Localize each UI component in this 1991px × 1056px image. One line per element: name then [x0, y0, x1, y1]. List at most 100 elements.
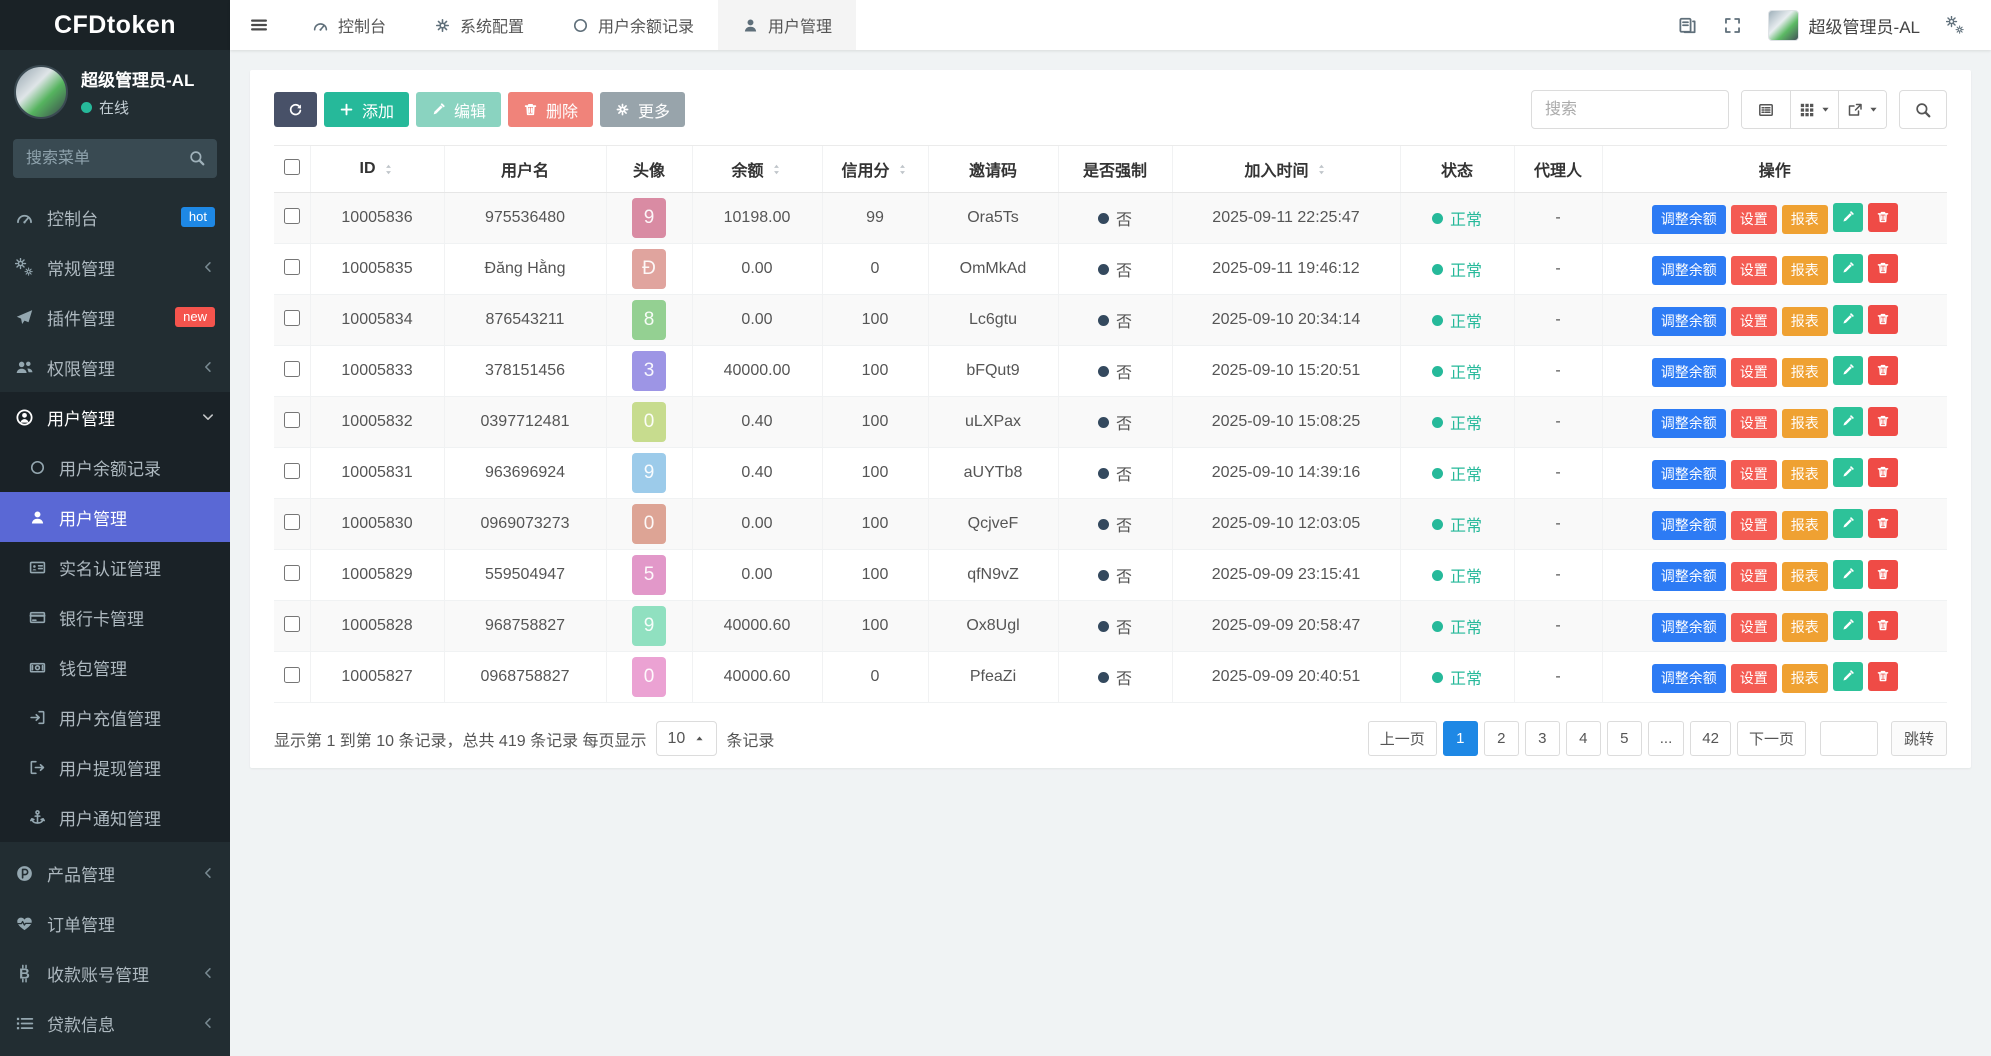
page-button-4[interactable]: 4 — [1566, 721, 1601, 756]
row-checkbox[interactable] — [284, 667, 300, 683]
page-ellipsis[interactable]: ... — [1648, 721, 1685, 756]
refresh-button[interactable] — [274, 92, 317, 127]
settings-button[interactable]: 设置 — [1731, 256, 1777, 285]
sidebar-item-user-withdraw-management[interactable]: 用户提现管理 — [0, 742, 230, 792]
sidebar-item-loan-info[interactable]: 贷款信息 — [0, 998, 230, 1048]
settings-button[interactable]: 设置 — [1731, 409, 1777, 438]
row-checkbox[interactable] — [284, 514, 300, 530]
adjust-balance-button[interactable]: 调整余额 — [1652, 205, 1726, 234]
report-button[interactable]: 报表 — [1782, 256, 1828, 285]
report-button[interactable]: 报表 — [1782, 511, 1828, 540]
fullscreen-icon[interactable] — [1723, 16, 1742, 35]
row-edit-button[interactable] — [1833, 305, 1863, 334]
sidebar-item-plugin-management[interactable]: 插件管理new — [0, 292, 230, 342]
page-button-42[interactable]: 42 — [1690, 721, 1731, 756]
column-header[interactable]: 加入时间 — [1172, 146, 1400, 193]
sidebar-item-collection-account-management[interactable]: 收款账号管理 — [0, 948, 230, 998]
sidebar-item-dashboard[interactable]: 控制台hot — [0, 192, 230, 242]
settings-gears-icon[interactable] — [1946, 16, 1965, 35]
settings-button[interactable]: 设置 — [1731, 562, 1777, 591]
select-all-checkbox[interactable] — [284, 159, 300, 175]
row-checkbox[interactable] — [284, 463, 300, 479]
sidebar-item-user-balance-records[interactable]: 用户余额记录 — [0, 442, 230, 492]
row-delete-button[interactable] — [1868, 356, 1898, 385]
sidebar-item-user-management[interactable]: 用户管理 — [0, 492, 230, 542]
adjust-balance-button[interactable]: 调整余额 — [1652, 562, 1726, 591]
row-edit-button[interactable] — [1833, 611, 1863, 640]
report-button[interactable]: 报表 — [1782, 205, 1828, 234]
report-button[interactable]: 报表 — [1782, 562, 1828, 591]
search-submit-button[interactable] — [1899, 90, 1947, 129]
language-icon[interactable] — [1678, 16, 1697, 35]
row-checkbox[interactable] — [284, 565, 300, 581]
toggle-view-button[interactable] — [1742, 91, 1790, 128]
row-edit-button[interactable] — [1833, 662, 1863, 691]
sidebar-item-user-management-group[interactable]: 用户管理 — [0, 392, 230, 442]
report-button[interactable]: 报表 — [1782, 664, 1828, 693]
column-header[interactable]: 余额 — [692, 146, 822, 193]
settings-button[interactable]: 设置 — [1731, 358, 1777, 387]
report-button[interactable]: 报表 — [1782, 409, 1828, 438]
row-edit-button[interactable] — [1833, 458, 1863, 487]
sidebar-item-general-management[interactable]: 常规管理 — [0, 242, 230, 292]
column-header[interactable]: 信用分 — [822, 146, 928, 193]
page-button-2[interactable]: 2 — [1484, 721, 1519, 756]
edit-button[interactable]: 编辑 — [416, 92, 501, 127]
menu-search-input[interactable] — [13, 139, 217, 178]
settings-button[interactable]: 设置 — [1731, 613, 1777, 642]
row-checkbox[interactable] — [284, 310, 300, 326]
report-button[interactable]: 报表 — [1782, 460, 1828, 489]
row-edit-button[interactable] — [1833, 203, 1863, 232]
row-delete-button[interactable] — [1868, 560, 1898, 589]
row-delete-button[interactable] — [1868, 509, 1898, 538]
row-checkbox[interactable] — [284, 259, 300, 275]
adjust-balance-button[interactable]: 调整余额 — [1652, 511, 1726, 540]
sidebar-item-product-management[interactable]: 产品管理 — [0, 848, 230, 898]
adjust-balance-button[interactable]: 调整余额 — [1652, 307, 1726, 336]
adjust-balance-button[interactable]: 调整余额 — [1652, 664, 1726, 693]
adjust-balance-button[interactable]: 调整余额 — [1652, 358, 1726, 387]
jump-button[interactable]: 跳转 — [1891, 721, 1947, 756]
more-button[interactable]: 更多 — [600, 92, 685, 127]
row-edit-button[interactable] — [1833, 356, 1863, 385]
column-header[interactable]: ID — [310, 146, 444, 193]
settings-button[interactable]: 设置 — [1731, 205, 1777, 234]
row-delete-button[interactable] — [1868, 254, 1898, 283]
sidebar-item-realname-auth-management[interactable]: 实名认证管理 — [0, 542, 230, 592]
row-delete-button[interactable] — [1868, 611, 1898, 640]
settings-button[interactable]: 设置 — [1731, 307, 1777, 336]
row-edit-button[interactable] — [1833, 254, 1863, 283]
table-search-input[interactable] — [1531, 90, 1729, 129]
sidebar-toggle-button[interactable] — [230, 0, 288, 50]
settings-button[interactable]: 设置 — [1731, 511, 1777, 540]
sidebar-item-user-recharge-management[interactable]: 用户充值管理 — [0, 692, 230, 742]
next-page-button[interactable]: 下一页 — [1737, 721, 1806, 756]
adjust-balance-button[interactable]: 调整余额 — [1652, 613, 1726, 642]
page-size-select[interactable]: 10 — [656, 721, 718, 756]
row-edit-button[interactable] — [1833, 509, 1863, 538]
tab-dashboard[interactable]: 控制台 — [288, 0, 410, 50]
tab-user-management[interactable]: 用户管理 — [718, 0, 856, 50]
sidebar-item-user-notice-management[interactable]: 用户通知管理 — [0, 792, 230, 842]
row-checkbox[interactable] — [284, 412, 300, 428]
row-delete-button[interactable] — [1868, 305, 1898, 334]
page-button-1[interactable]: 1 — [1443, 721, 1478, 756]
sidebar-item-order-management[interactable]: 订单管理 — [0, 898, 230, 948]
sidebar-item-permission-management[interactable]: 权限管理 — [0, 342, 230, 392]
avatar[interactable] — [14, 65, 68, 119]
row-edit-button[interactable] — [1833, 407, 1863, 436]
row-checkbox[interactable] — [284, 361, 300, 377]
export-button[interactable] — [1838, 91, 1886, 128]
jump-page-input[interactable] — [1820, 721, 1878, 756]
adjust-balance-button[interactable]: 调整余额 — [1652, 460, 1726, 489]
row-checkbox[interactable] — [284, 616, 300, 632]
row-delete-button[interactable] — [1868, 662, 1898, 691]
navbar-user-menu[interactable]: 超级管理员-AL — [1768, 10, 1920, 41]
row-delete-button[interactable] — [1868, 203, 1898, 232]
add-button[interactable]: 添加 — [324, 92, 409, 127]
adjust-balance-button[interactable]: 调整余额 — [1652, 409, 1726, 438]
tab-system-config[interactable]: 系统配置 — [410, 0, 548, 50]
columns-button[interactable] — [1790, 91, 1838, 128]
row-checkbox[interactable] — [284, 208, 300, 224]
sidebar-item-bank-card-management[interactable]: 银行卡管理 — [0, 592, 230, 642]
